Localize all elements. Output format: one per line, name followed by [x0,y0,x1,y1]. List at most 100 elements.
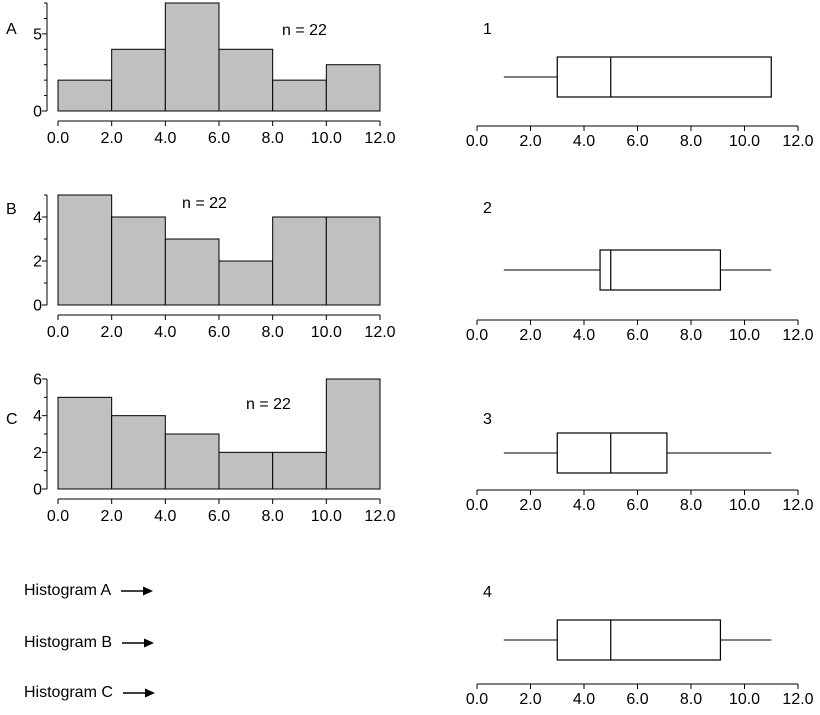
x-tick-label: 4.0 [154,130,176,147]
histogram-bar [164,238,220,306]
histogram-bar [57,79,113,112]
x-tick-label: 12.0 [782,133,813,150]
boxplot-box [556,432,668,474]
x-tick-label: 6.0 [208,324,230,341]
x-tick-label: 12.0 [364,508,395,525]
histogram-bar [325,216,381,306]
panel-number-1: 1 [483,21,492,38]
x-tick-label: 4.0 [573,133,595,150]
x-tick-label: 2.0 [101,508,123,525]
x-tick-label: 4.0 [154,324,176,341]
x-tick-label: 10.0 [729,691,760,708]
histogram-a: A 0 5 0.0 2.0 4.0 6.0 8.0 10.0 12.0 n = 22 [6,2,396,147]
y-tick-label: 0 [33,298,42,315]
x-tick-label: 8.0 [262,508,284,525]
x-tick-label: 0.0 [47,508,69,525]
x-tick-label: 10.0 [729,327,760,344]
x-tick-label: 12.0 [782,327,813,344]
y-tick-label: 0 [33,482,42,499]
y-tick-label: 5 [33,26,42,43]
x-tick-label: 4.0 [573,691,595,708]
x-tick-label: 12.0 [782,691,813,708]
histogram-bar [272,451,327,490]
boxplot-box [556,56,772,98]
x-tick-label: 10.0 [311,508,342,525]
histogram-bar [164,433,220,490]
sample-size-annotation: n = 22 [282,22,327,39]
panel-letter-c: C [6,411,18,428]
y-tick-label: 4 [33,408,42,425]
x-tick-label: 8.0 [680,133,702,150]
x-tick-label: 2.0 [101,130,123,147]
boxplot-box [599,249,722,291]
x-tick-label: 6.0 [626,691,648,708]
x-tick-label: 12.0 [364,324,395,341]
x-tick-label: 4.0 [573,497,595,514]
histogram-bar [325,378,381,490]
x-tick-label: 10.0 [311,324,342,341]
x-tick-label: 2.0 [519,497,541,514]
y-tick-label: 2 [33,254,42,271]
histogram-bar [272,216,327,306]
x-tick-label: 6.0 [626,327,648,344]
x-tick-label: 2.0 [519,691,541,708]
x-tick-label: 0.0 [47,324,69,341]
x-tick-label: 2.0 [519,327,541,344]
panel-number-3: 3 [483,411,492,428]
x-tick-label: 0.0 [47,130,69,147]
histogram-c: C 0 2 4 6 0.0 2.0 4.0 6.0 8.0 10.0 12.0 n = 22 [6,372,396,526]
y-tick-label: 0 [33,104,42,121]
x-tick-label: 4.0 [573,327,595,344]
x-tick-label: 8.0 [262,130,284,147]
x-tick-label: 6.0 [626,497,648,514]
x-tick-label: 4.0 [154,508,176,525]
panel-number-2: 2 [483,200,492,217]
x-tick-label: 8.0 [680,691,702,708]
panel-letter-a: A [6,21,17,38]
match-row-histogram-a: Histogram A [24,582,154,600]
y-tick-label: 6 [33,372,42,389]
arrow-right-icon [122,638,155,648]
x-tick-label: 8.0 [680,327,702,344]
x-tick-label: 2.0 [101,324,123,341]
histogram-bar [57,396,113,490]
boxplot-3: 3 0.0 2.0 4.0 6.0 8.0 10.0 12.0 [466,411,814,514]
x-tick-label: 8.0 [680,497,702,514]
x-tick-label: 6.0 [208,508,230,525]
histogram-bar [111,48,166,112]
match-label-histogram-a: Histogram A [24,582,112,599]
panel-number-4: 4 [483,584,492,601]
panel-letter-b: B [6,201,17,218]
sample-size-annotation: n = 22 [246,396,291,413]
histogram-bar [272,79,327,112]
x-tick-label: 2.0 [519,133,541,150]
arrow-right-icon [121,586,154,596]
x-tick-label: 8.0 [262,324,284,341]
histogram-bar [218,451,274,490]
histogram-bar [111,216,166,306]
boxplot-2: 2 0.0 2.0 4.0 6.0 8.0 10.0 12.0 [466,200,814,344]
x-tick-label: 0.0 [466,691,488,708]
match-label-histogram-c: Histogram C [24,684,113,701]
match-label-histogram-b: Histogram B [24,634,113,651]
match-row-histogram-c: Histogram C [24,684,155,702]
arrow-right-icon [122,688,155,698]
histogram-bar [111,415,166,490]
histogram-bar [164,2,220,112]
x-tick-label: 10.0 [729,497,760,514]
histogram-bar [218,48,274,112]
x-tick-label: 10.0 [311,130,342,147]
x-tick-label: 12.0 [782,497,813,514]
x-tick-label: 10.0 [729,133,760,150]
histogram-bar [218,260,274,306]
sample-size-annotation: n = 22 [182,195,227,212]
histogram-bar [325,64,381,112]
boxplot-box [556,619,722,661]
x-tick-label: 12.0 [364,130,395,147]
match-row-histogram-b: Histogram B [24,634,155,652]
y-tick-label: 4 [33,210,42,227]
histogram-bar [57,194,113,306]
x-tick-label: 0.0 [466,497,488,514]
boxplot-1: 10.0 2.0 4.0 6.0 8.0 10.0 12.0 [466,21,814,150]
